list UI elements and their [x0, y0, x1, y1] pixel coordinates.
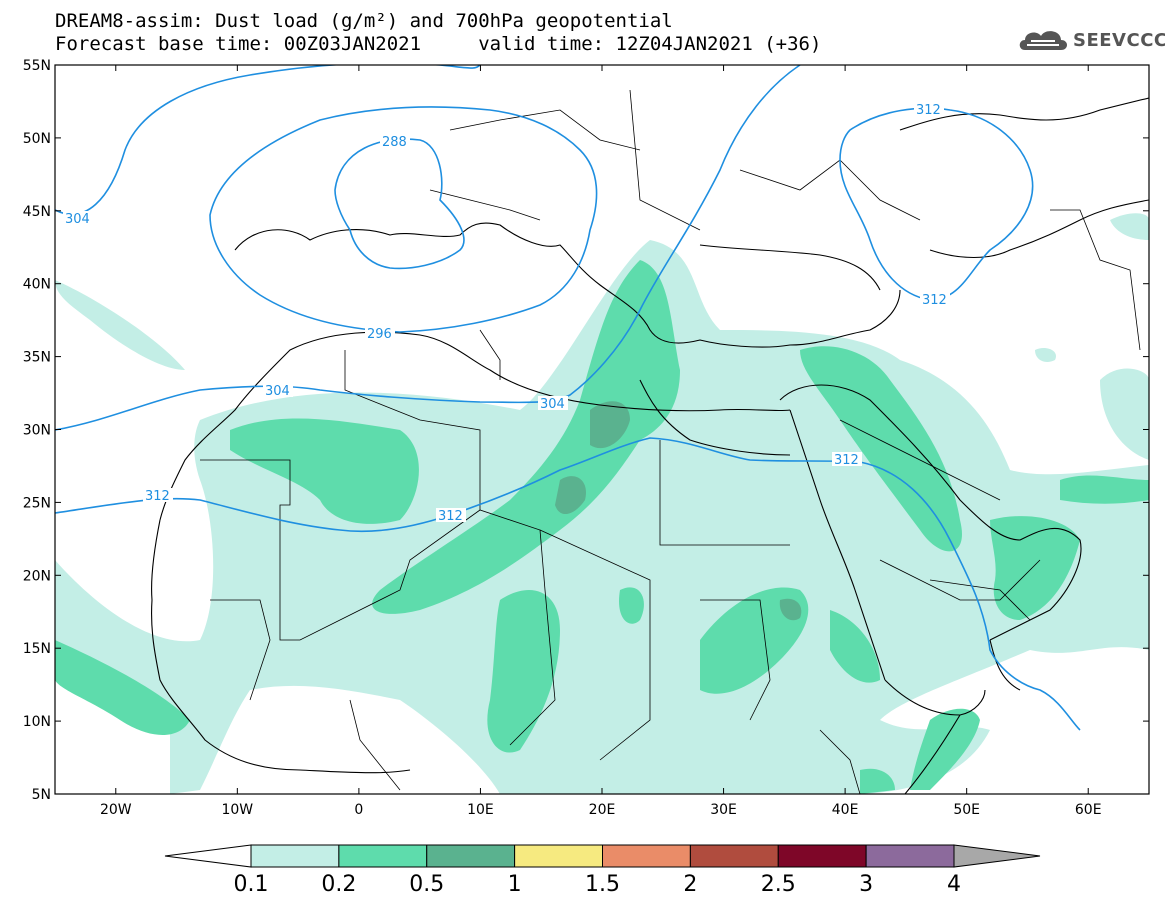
- colorbar-label: 0.2: [321, 872, 356, 897]
- colorbar-swatch: [514, 844, 603, 868]
- lat-tick-label: 55N: [23, 58, 51, 74]
- contour-label-304-a: 304: [65, 212, 90, 227]
- contour-label-312-d: 312: [916, 103, 941, 118]
- colorbar-label: 1.5: [585, 872, 620, 897]
- geopotential-labels: 288 296 304 304 304 312 312 312 312 312: [65, 103, 947, 524]
- chart-title: DREAM8-assim: Dust load (g/m²) and 700hP…: [55, 10, 673, 32]
- lat-tick-label: 10N: [23, 714, 51, 730]
- lon-tick-label: 0: [354, 802, 363, 818]
- lon-tick-label: 10W: [221, 802, 253, 818]
- colorbar-label: 0.5: [409, 872, 444, 897]
- lat-tick-label: 5N: [32, 787, 51, 803]
- lon-tick-label: 60E: [1075, 802, 1102, 818]
- lat-tick-label: 25N: [23, 495, 51, 511]
- lon-tick-label: 40E: [832, 802, 859, 818]
- colorbar-label: 0.1: [234, 872, 269, 897]
- colorbar-swatch: [426, 844, 516, 868]
- contour-label-304-b: 304: [265, 384, 290, 399]
- colorbar-label: 3: [859, 872, 873, 897]
- longitude-axis: 20W 10W 0 10E 20E 30E 40E 50E 60E: [100, 65, 1102, 818]
- contour-label-296: 296: [367, 327, 392, 342]
- forecast-time-subtitle: Forecast base time: 00Z03JAN2021 valid t…: [55, 33, 822, 55]
- colorbar-swatch: [602, 844, 691, 868]
- logo-text: SEEVCCC: [1073, 30, 1165, 51]
- colorbar-label: 2: [683, 872, 697, 897]
- colorbar-swatch: [865, 844, 955, 868]
- colorbar-under-triangle: [164, 844, 252, 868]
- colorbar-swatch: [250, 844, 340, 868]
- lon-tick-label: 20E: [589, 802, 616, 818]
- colorbar-label: 1: [508, 872, 522, 897]
- lon-tick-label: 20W: [100, 802, 132, 818]
- colorbar-over-triangle: [953, 844, 1041, 868]
- lat-tick-label: 30N: [23, 423, 51, 439]
- contour-label-288: 288: [382, 135, 407, 150]
- contour-label-312-b: 312: [438, 509, 463, 524]
- seevccc-logo: SEEVCCC: [1017, 24, 1165, 58]
- colorbar-swatch: [689, 844, 779, 868]
- geopotential-label-bg: [63, 102, 950, 522]
- colorbar: 0.1 0.2 0.5 1 1.5 2 2.5 3 4: [164, 844, 1041, 897]
- latitude-axis: 55N 50N 45N 40N 35N 30N 25N 20N 15N 10N 5N: [23, 58, 1149, 803]
- lon-tick-label: 50E: [953, 802, 980, 818]
- colorbar-swatch: [777, 844, 867, 868]
- colorbar-swatch: [338, 844, 428, 868]
- coastlines: [151, 97, 1149, 794]
- contour-label-312-e: 312: [922, 293, 947, 308]
- colorbar-label: 4: [947, 872, 961, 897]
- colorbar-label: 2.5: [761, 872, 796, 897]
- cloud-icon: [1019, 31, 1067, 50]
- lon-tick-label: 10E: [467, 802, 494, 818]
- dust-shading-medium: [55, 260, 1149, 794]
- lon-tick-label: 30E: [710, 802, 737, 818]
- contour-label-312-c: 312: [834, 453, 859, 468]
- contour-label-312-a: 312: [145, 489, 170, 504]
- lat-tick-label: 20N: [23, 568, 51, 584]
- lat-tick-label: 45N: [23, 204, 51, 220]
- contour-label-304-c: 304: [540, 397, 565, 412]
- lat-tick-label: 15N: [23, 641, 51, 657]
- lat-tick-label: 40N: [23, 277, 51, 293]
- lat-tick-label: 50N: [23, 131, 51, 147]
- dust-shading-dark: [555, 401, 802, 621]
- lat-tick-label: 35N: [23, 350, 51, 366]
